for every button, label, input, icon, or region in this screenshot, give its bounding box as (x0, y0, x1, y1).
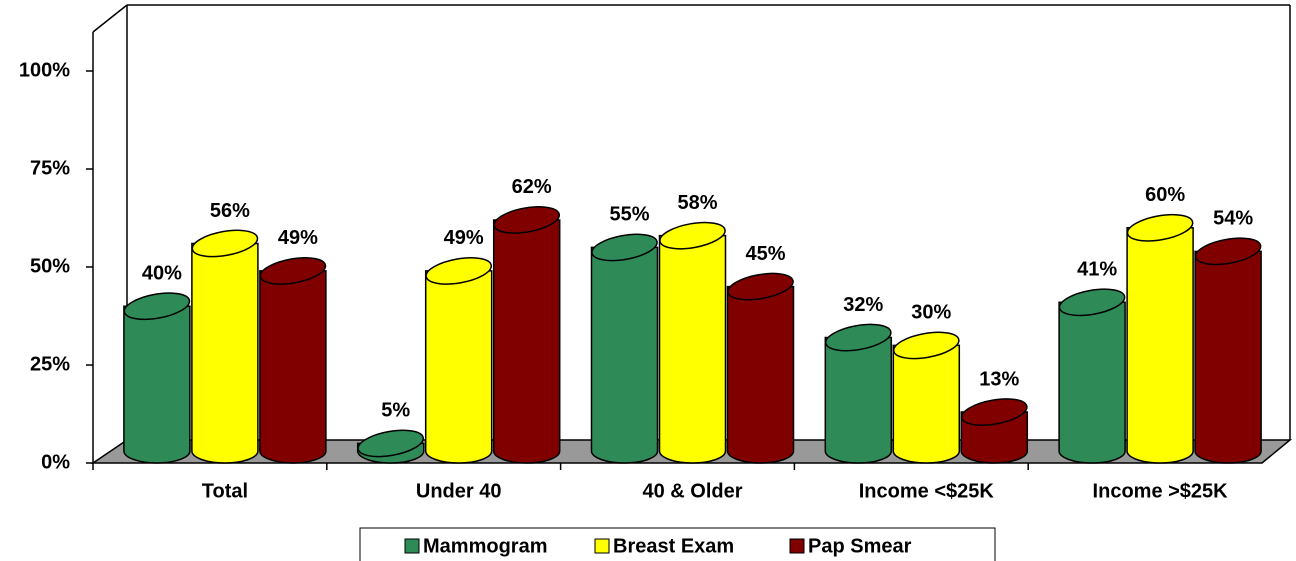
cylinder-top (1194, 237, 1262, 266)
cylinder-top (1126, 213, 1194, 242)
cylinder (824, 323, 893, 464)
cylinder-body (424, 270, 493, 464)
x-tick-label: Income >$25K (1093, 480, 1229, 502)
value-label: 49% (278, 227, 318, 249)
cylinder (356, 429, 425, 464)
cylinder-top (1058, 288, 1126, 317)
cylinder (191, 229, 259, 464)
x-tick-label: Income <$25K (859, 480, 995, 502)
value-label: 55% (609, 204, 649, 226)
cylinder-body (191, 242, 259, 464)
cylinder-body (590, 246, 659, 464)
y-tick-label: 100% (19, 59, 70, 81)
cylinder-top (892, 331, 960, 360)
value-label: 30% (911, 302, 951, 324)
cylinder-body (123, 305, 191, 464)
value-label: 45% (745, 243, 785, 265)
x-tick-label: Total (202, 480, 248, 502)
y-tick-label: 50% (30, 255, 70, 277)
value-label: 60% (1145, 184, 1185, 206)
value-label: 41% (1077, 259, 1117, 281)
cylinder-body (492, 219, 561, 464)
cylinder-top (123, 292, 191, 321)
cylinder (892, 331, 961, 464)
legend-swatch (594, 538, 610, 554)
legend-label: Pap Smear (808, 535, 912, 557)
y-tick-label: 0% (41, 451, 70, 473)
legend-swatch (404, 538, 420, 554)
legend-label: Mammogram (423, 535, 547, 557)
cylinder (590, 233, 659, 464)
cylinder (259, 257, 327, 464)
cylinder (1194, 237, 1262, 464)
cylinder-body (1058, 301, 1126, 464)
cylinder-body (658, 234, 727, 464)
cylinder-top (357, 429, 425, 458)
cylinder-top (259, 257, 327, 285)
cylinder-top (591, 233, 658, 262)
value-label: 54% (1213, 208, 1253, 230)
x-tick-label: 40 & Older (642, 480, 742, 502)
cylinder-body (824, 336, 893, 464)
cylinder (960, 398, 1029, 464)
cylinder-body (892, 344, 961, 464)
x-tick-label: Under 40 (416, 480, 502, 502)
y-tick-label: 25% (30, 353, 70, 375)
cylinder-top (727, 272, 794, 301)
cylinder (1126, 213, 1194, 464)
cylinder (726, 272, 795, 464)
cylinder-top (425, 257, 493, 285)
cylinder (123, 292, 191, 464)
cylinder-body (726, 285, 795, 464)
legend-label: Breast Exam (613, 535, 734, 557)
legend-swatch (789, 538, 805, 554)
cylinder-body (1126, 227, 1194, 464)
cylinder (424, 257, 493, 464)
cylinder (1058, 288, 1126, 464)
cylinder (658, 221, 727, 464)
value-label: 40% (142, 262, 182, 284)
value-label: 62% (512, 176, 552, 198)
cylinder-body (1194, 250, 1262, 464)
cylinder-top (824, 323, 892, 352)
value-label: 5% (381, 400, 410, 422)
value-label: 58% (677, 192, 717, 214)
value-label: 32% (843, 294, 883, 316)
cylinder-top (659, 221, 726, 250)
value-label: 13% (979, 368, 1019, 390)
value-label: 49% (444, 227, 484, 249)
cylinder-top (191, 229, 259, 258)
cylinder-body (259, 270, 327, 464)
cylinder-top (960, 398, 1028, 426)
legend-box (359, 527, 996, 561)
y-tick-label: 75% (30, 157, 70, 179)
left-wall-top (92, 4, 128, 33)
cylinder-top (493, 206, 561, 234)
cylinder (492, 206, 561, 464)
value-label: 56% (210, 200, 250, 222)
